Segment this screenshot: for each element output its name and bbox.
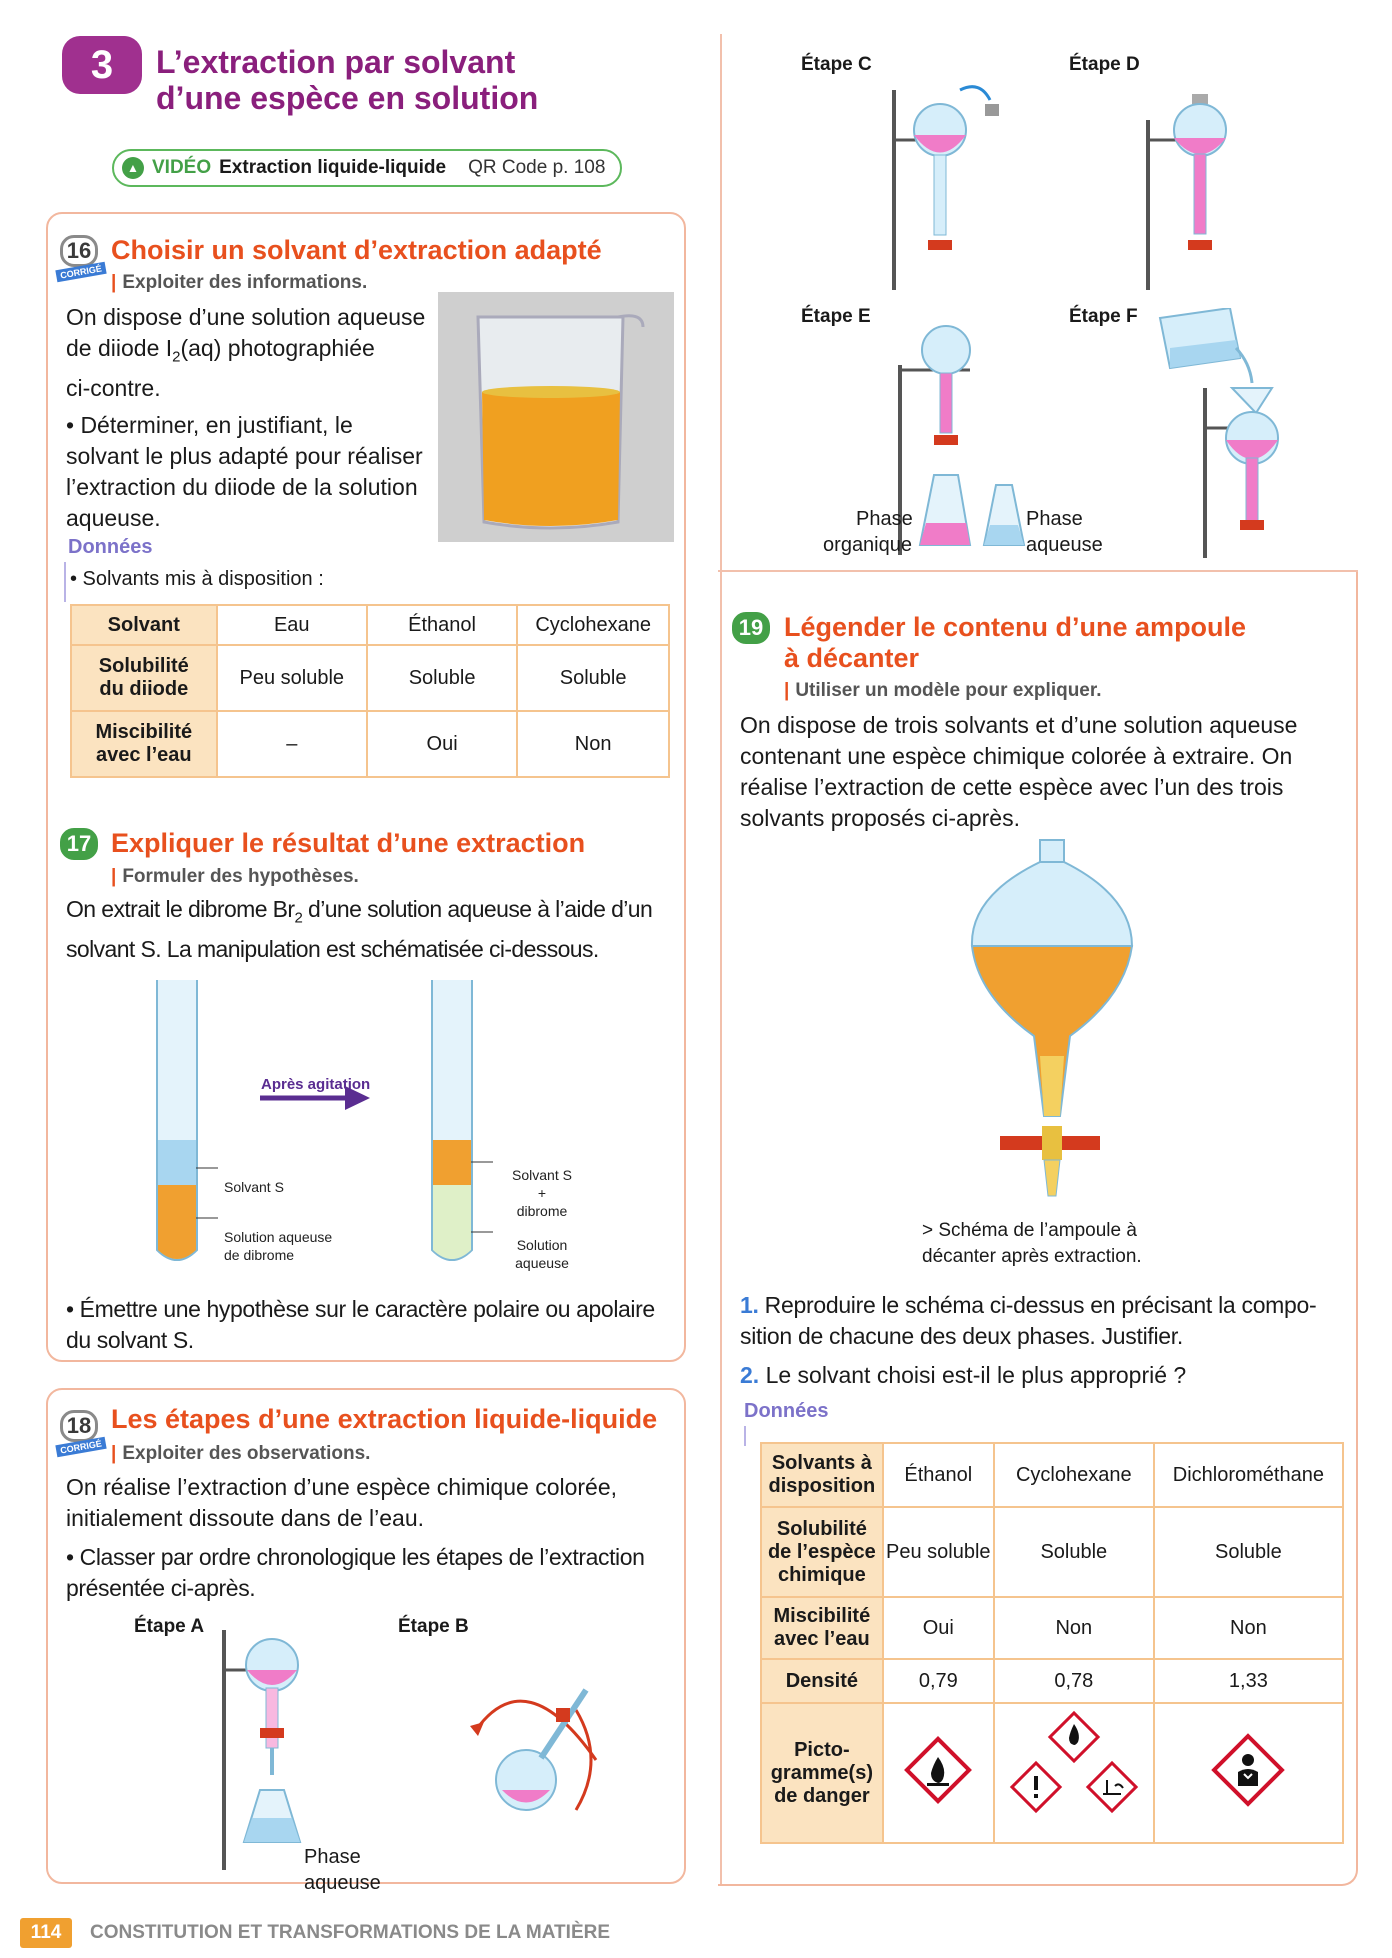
ex16-number: 16 (60, 235, 98, 267)
video-link[interactable]: ▲ VIDÉO Extraction liquide-liquide QR Co… (112, 149, 622, 187)
step-e-label: Étape E (801, 306, 871, 327)
ex17-text: On extrait le dibrome Br2 d’une solution… (66, 896, 653, 962)
video-qr-ref: QR Code p. 108 (468, 157, 606, 178)
step-a-phase-label: Phase aqueuse (304, 1846, 381, 1894)
ex19-funnel-diagram (970, 839, 1134, 1197)
section-title-line2: d’une espèce en solution (156, 80, 539, 116)
column-divider (720, 34, 722, 1886)
ex19-skill: | Utiliser un modèle pour expliquer. (784, 680, 1102, 701)
ex19-caption: > Schéma de l’ampoule à décanter après ex… (922, 1220, 1142, 1267)
step-f-label: Étape F (1069, 306, 1138, 327)
ex19-number: 19 (732, 612, 770, 644)
video-label: VIDÉO (152, 157, 212, 178)
section-number-badge: 3 (62, 36, 142, 94)
health-hazard-icon (1211, 1733, 1286, 1807)
ex19-question-2: 2. Le solvant choisi est-il le plus appr… (740, 1362, 1187, 1388)
ex17-question: • Émettre une hypothèse sur le caractère… (66, 1296, 655, 1353)
ex18-skill: | Exploiter des observations. (111, 1443, 371, 1464)
section-title-line1: L’extraction par solvant (156, 44, 516, 80)
donnees-rule-19 (744, 1426, 746, 1446)
environment-hazard-icon (1085, 1760, 1138, 1814)
flammable-pictogram-cell (881, 1702, 995, 1844)
step-d-label: Étape D (1069, 54, 1140, 75)
exclamation-icon (1009, 1760, 1062, 1814)
step-a-label: Étape A (134, 1616, 205, 1637)
table-row: Miscibilité avec l’eau – Oui Non (70, 710, 670, 778)
ex19-text: On dispose de trois solvants et d’une so… (740, 712, 1298, 831)
page-number: 114 (20, 1918, 72, 1948)
section-title: L’extraction par solvant d’une espèce en… (156, 44, 538, 116)
ex18-number: 18 (60, 1410, 98, 1442)
chapter-title: CONSTITUTION ET TRANSFORMATIONS DE LA MA… (90, 1922, 611, 1943)
ex19-frame (718, 570, 1358, 1886)
table-row: Solubilité de l’espèce chimique Peu solubl… (760, 1506, 1345, 1598)
ex16-title: Choisir un solvant d’extraction adapté (111, 235, 602, 265)
step-b-diagram (470, 1688, 598, 1811)
step-e-diagram (898, 325, 1026, 555)
ex16-skill: | Exploiter des informations. (111, 272, 368, 293)
ex17-t1-bottom-label: Solution aqueuse de dibrome (224, 1229, 333, 1263)
step-a-diagram (222, 1630, 302, 1870)
play-icon: ▲ (122, 157, 144, 179)
ex18-title: Les étapes d’une extraction liquide-liqu… (111, 1404, 658, 1434)
cyclohexane-pictograms-cell (992, 1702, 1155, 1844)
step-e-organic-label-2: organique (823, 534, 912, 556)
ex17-t1-top-label: Solvant S (224, 1179, 284, 1195)
step-b-label: Étape B (398, 1616, 469, 1637)
ex17-arrow-label: Après agitation (261, 1076, 371, 1093)
dichloromethane-pictogram-cell (1152, 1702, 1345, 1844)
ex17-t2-top-label: Solvant S + dibrome (512, 1167, 572, 1219)
step-e-aqueous-label: Phase aqueuse (1026, 508, 1103, 556)
flame-icon (904, 1736, 973, 1804)
ex16-table: Solvant Eau Éthanol Cyclohexane Solubili… (70, 604, 670, 778)
step-d-diagram (1146, 94, 1227, 290)
ex17-test-tubes-diagram (156, 980, 493, 1261)
ex19-top-rule (718, 570, 1358, 572)
ex18-text: On réalise l’extraction d’une espèce chi… (66, 1474, 618, 1531)
table-row: Solvant Eau Éthanol Cyclohexane (70, 604, 670, 646)
table-row: Miscibilité avec l’eau Oui Non Non (760, 1596, 1345, 1660)
ex17-t2-bottom-label: Solution aqueuse (515, 1237, 569, 1271)
step-c-label: Étape C (801, 54, 872, 75)
ex16-donnees: Données (68, 536, 153, 558)
table-row: Densité 0,79 0,78 1,33 (760, 1658, 1345, 1704)
ex19-donnees: Données (744, 1400, 829, 1422)
step-f-diagram (1158, 308, 1279, 558)
ex18-frame (46, 1388, 686, 1884)
ex17-title: Expliquer le résultat d’une extraction (111, 828, 586, 858)
flame-icon (1047, 1710, 1100, 1764)
step-c-diagram (892, 85, 999, 290)
table-row: Solubilité du diiode Peu soluble Soluble … (70, 644, 670, 712)
ex17-number: 17 (60, 828, 98, 860)
diiode-beaker-photo (438, 292, 674, 542)
ex16-17-frame (46, 212, 686, 1362)
ex19-question-1: 1. Reproduire le schéma ci-dessus en pré… (740, 1292, 1317, 1349)
ex16-text: On dispose d’une solution aqueuse de dii… (66, 304, 426, 531)
ex19-title: Légender le contenu d’une ampoule à décan… (784, 612, 1247, 673)
step-e-organic-label: Phase (856, 508, 913, 530)
section-number: 3 (90, 42, 114, 87)
video-title: Extraction liquide-liquide (219, 157, 447, 178)
table-row: Solvants à disposition Éthanol Cyclohexan… (760, 1442, 1345, 1508)
ex17-skill: | Formuler des hypothèses. (111, 866, 359, 887)
ex19-table: Solvants à disposition Éthanol Cyclohexan… (760, 1442, 1345, 1844)
ex16-solvants-label: • Solvants mis à disposition : (70, 568, 324, 590)
table-row: Picto-gramme(s) de danger (760, 1702, 1345, 1844)
ex18-question: • Classer par ordre chronologique les ét… (66, 1544, 645, 1601)
donnees-rule (64, 562, 66, 602)
